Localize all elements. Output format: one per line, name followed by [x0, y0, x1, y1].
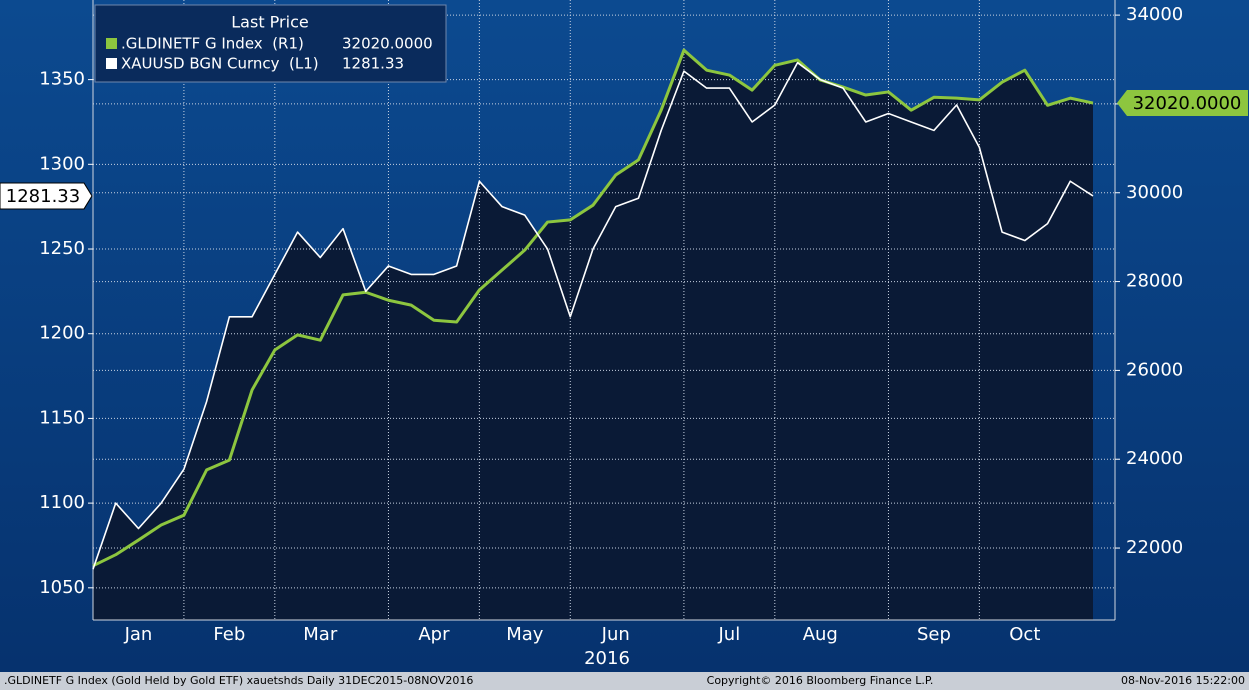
legend-swatch	[106, 38, 117, 49]
y2-tick-label: 22000	[1126, 537, 1183, 558]
y2-tick-label: 30000	[1126, 182, 1183, 203]
y-tick-label: 1050	[39, 577, 85, 598]
x-tick-label: Mar	[303, 624, 338, 645]
x-tick-label: Jan	[124, 624, 153, 645]
legend-value: 1281.33	[342, 55, 404, 73]
x-tick-label: Aug	[803, 624, 838, 645]
x-tick-label: Sep	[917, 624, 951, 645]
series-line	[92, 48, 1094, 568]
y-tick-label: 1100	[39, 492, 85, 513]
x-tick-label: Jun	[601, 624, 630, 645]
y-tick-label: 1300	[39, 153, 85, 174]
y2-tick-label: 34000	[1126, 4, 1183, 25]
legend-swatch	[106, 58, 117, 69]
y-tick-label: 1350	[39, 69, 85, 90]
legend-box	[94, 4, 447, 83]
x-axis-label: 2016	[584, 648, 630, 669]
footer-center: Copyright© 2016 Bloomberg Finance L.P.	[707, 674, 934, 687]
last-value-label: 1281.33	[6, 186, 80, 207]
x-tick-label: Apr	[418, 624, 450, 645]
last-value-label: 32020.0000	[1133, 93, 1242, 114]
last-value-tag	[1117, 90, 1248, 117]
area	[93, 62, 1093, 620]
y-tick-label: 1250	[39, 238, 85, 259]
legend-title: Last Price	[231, 13, 308, 32]
series-line	[92, 61, 1094, 570]
y-tick-label: 1150	[39, 407, 85, 428]
legend-label: .GLDINETF G Index (R1)	[121, 35, 304, 53]
last-value-tag	[0, 182, 93, 210]
y2-tick-label: 24000	[1126, 448, 1183, 469]
footer-bar	[0, 672, 1249, 690]
x-tick-label: Feb	[213, 624, 245, 645]
footer-left: .GLDINETF G Index (Gold Held by Gold ETF…	[4, 674, 473, 687]
x-tick-label: May	[506, 624, 544, 645]
x-tick-label: Oct	[1009, 624, 1040, 645]
footer-right: 08-Nov-2016 15:22:00	[1121, 674, 1245, 687]
legend-value: 32020.0000	[342, 35, 433, 53]
y2-tick-label: 28000	[1126, 271, 1183, 292]
y2-tick-label: 26000	[1126, 359, 1183, 380]
legend-label: XAUUSD BGN Curncy (L1)	[121, 55, 319, 73]
x-tick-label: Jul	[718, 624, 741, 645]
y-tick-label: 1200	[39, 323, 85, 344]
